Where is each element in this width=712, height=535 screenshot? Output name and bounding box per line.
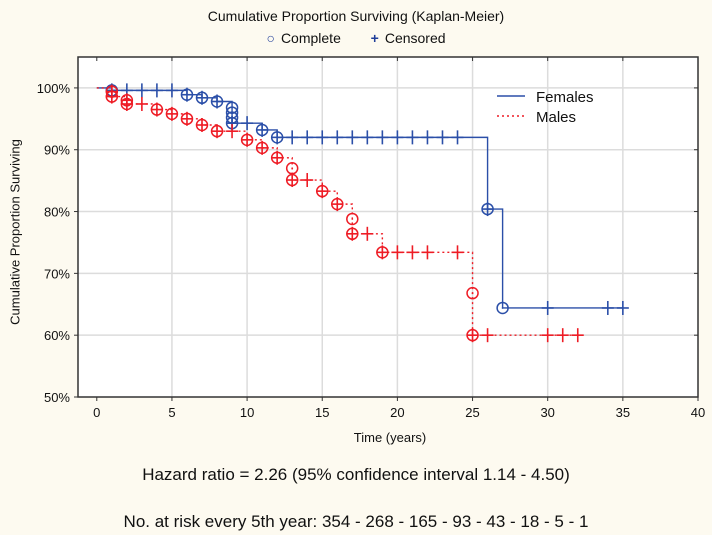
censored-marker [406,130,419,145]
hazard-ratio-text: Hazard ratio = 2.26 (95% confidence inte… [142,465,570,484]
censored-marker [196,90,208,105]
circle-marker-icon: ○ [266,30,275,46]
censored-marker [256,140,269,155]
chart-title: Cumulative Proportion Surviving (Kaplan-… [207,8,505,24]
censored-marker [361,226,374,241]
censored-marker [150,83,163,98]
y-tick-label: 50% [44,390,70,405]
complete-marker [346,212,359,226]
censored-marker [331,130,344,145]
censored-marker [601,300,614,315]
censored-marker [391,245,404,260]
x-tick-label: 10 [240,405,254,420]
series-males [96,84,584,343]
censored-marker [451,130,464,145]
censored-marker [481,328,494,343]
x-tick-label: 30 [540,405,554,420]
x-tick-label: 0 [93,405,100,420]
legend-label-males: Males [536,109,576,126]
censored-marker [301,173,314,188]
censored-marker [421,130,434,145]
complete-marker-dot [501,307,504,309]
x-axis-label: Time (years) [353,430,427,445]
complete-marker [466,286,479,300]
y-tick-label: 70% [44,266,70,281]
plus-marker-icon: + [370,30,379,46]
censored-marker [331,197,344,212]
marker-legend: ○ Complete + Censored [0,30,712,46]
censored-marker [406,245,419,260]
censored-marker [256,122,269,137]
censored-marker [150,102,163,117]
censored-marker [481,202,494,217]
x-tick-label: 5 [168,405,175,420]
censored-marker [616,300,629,315]
censored-marker [346,130,359,145]
censored-marker [165,83,178,98]
censored-marker [286,173,299,188]
legend-complete-label: Complete [280,30,341,46]
complete-marker-dot [351,218,354,220]
censored-marker [241,132,254,147]
censored-marker [211,124,224,139]
legend-censored-label: Censored [384,30,446,46]
censored-marker [346,226,359,241]
censored-marker [180,87,193,102]
x-tick-label: 20 [390,405,404,420]
y-tick-label: 80% [44,205,70,220]
censored-marker [541,300,554,315]
censored-marker [421,245,434,260]
complete-marker [496,301,509,315]
censored-marker [105,89,118,104]
censored-marker [286,130,299,145]
censored-marker [301,130,314,145]
censored-marker [391,130,404,145]
censored-marker [451,245,464,260]
x-tick-label: 35 [616,405,630,420]
censored-marker [316,184,329,199]
y-tick-label: 60% [44,328,70,343]
censored-marker [571,328,584,343]
censored-marker [436,130,449,145]
censored-marker [376,130,389,145]
censored-marker [376,245,389,260]
censored-marker [316,130,329,145]
censored-marker [135,83,148,98]
y-tick-label: 100% [37,81,71,96]
censored-marker [361,130,374,145]
x-tick-label: 15 [315,405,329,420]
censored-marker [466,328,479,343]
x-tick-label: 40 [691,405,705,420]
legend-label-females: Females [536,89,594,106]
censored-marker [271,130,284,145]
censored-marker [556,328,569,343]
x-tick-label: 25 [465,405,479,420]
censored-marker [180,111,193,126]
censored-marker [120,96,133,111]
y-tick-label: 90% [44,143,70,158]
censored-marker [211,94,224,109]
plot-frame [77,56,699,398]
censored-marker [165,106,178,121]
complete-marker-dot [291,167,294,170]
censored-marker [135,96,148,111]
censored-marker [226,124,239,139]
complete-marker-dot [471,292,474,295]
at-risk-text: No. at risk every 5th year: 354 - 268 - … [123,512,589,531]
censored-marker [241,116,254,131]
censored-marker [271,150,284,165]
censored-marker [196,118,208,132]
censored-marker [541,328,554,343]
